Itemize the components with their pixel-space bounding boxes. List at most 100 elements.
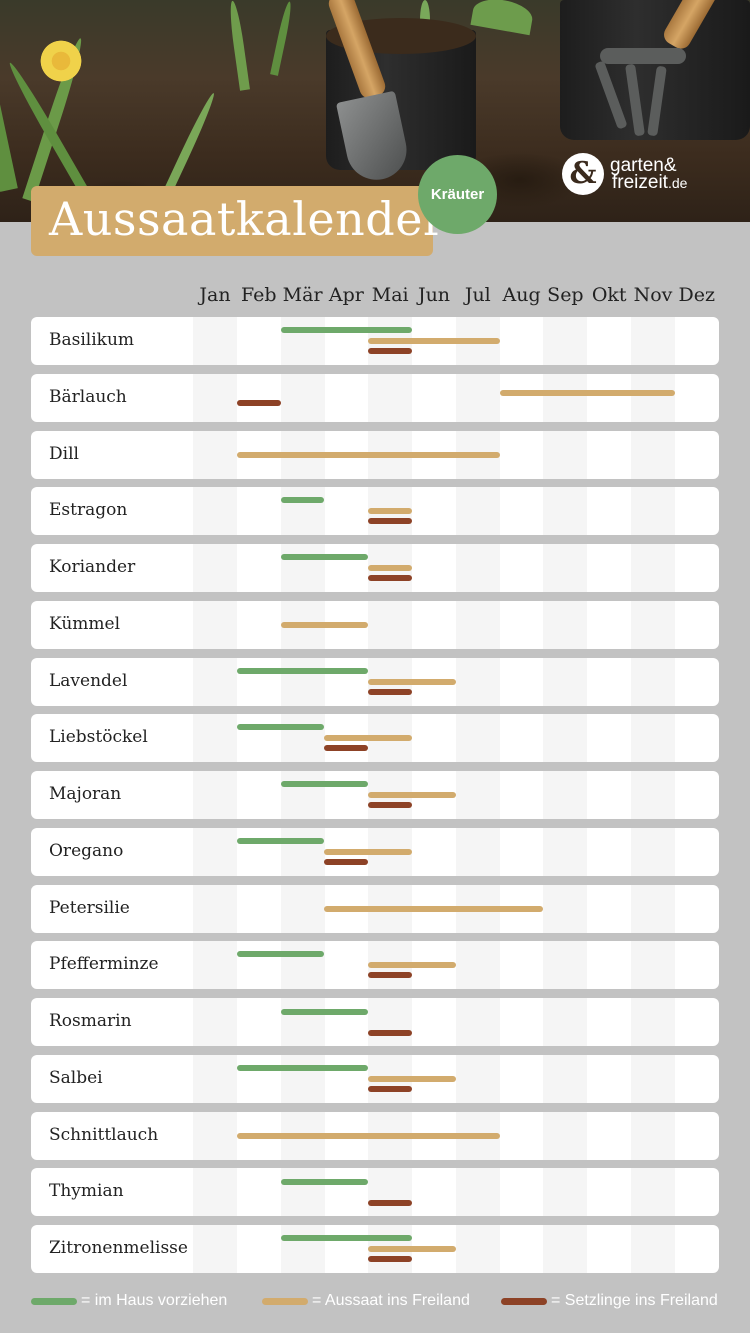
month-column bbox=[193, 657, 237, 706]
month-column bbox=[237, 941, 281, 989]
month-column bbox=[631, 430, 675, 479]
month-column bbox=[280, 657, 325, 706]
month-column bbox=[455, 544, 500, 592]
month-column bbox=[455, 600, 500, 649]
month-column bbox=[193, 487, 237, 536]
month-column bbox=[280, 487, 325, 536]
month-column bbox=[280, 714, 325, 763]
herb-name: Oregano bbox=[49, 840, 124, 861]
month-column bbox=[412, 714, 456, 762]
month-axis: Jan Feb Mär Apr Mai Jun Jul Aug Sep Okt Nov Dez bbox=[0, 284, 750, 308]
herb-name: Kümmel bbox=[49, 613, 121, 634]
month-column bbox=[324, 1225, 368, 1273]
month-column bbox=[587, 998, 631, 1046]
month-column bbox=[675, 544, 719, 592]
month-column bbox=[500, 487, 544, 535]
month-column bbox=[631, 317, 675, 365]
category-badge: Kräuter bbox=[418, 155, 497, 234]
month-column bbox=[280, 317, 325, 365]
bar-outdoor-sowing bbox=[324, 905, 544, 912]
month-column bbox=[193, 827, 237, 876]
month-column bbox=[193, 1054, 237, 1103]
herb-row: Schnittlauch bbox=[31, 1111, 719, 1160]
herb-name: Schnittlauch bbox=[49, 1124, 159, 1145]
month-column bbox=[280, 941, 325, 990]
month-column bbox=[543, 1225, 588, 1273]
month-column bbox=[193, 317, 237, 365]
month-column bbox=[631, 827, 675, 876]
month-column bbox=[500, 317, 544, 365]
month-column bbox=[587, 544, 631, 592]
bar-outdoor-sowing bbox=[368, 962, 456, 969]
bar-indoor bbox=[280, 327, 412, 333]
month-column bbox=[631, 1168, 675, 1217]
month-column bbox=[631, 714, 675, 763]
month-column bbox=[455, 1054, 500, 1103]
month-column bbox=[675, 374, 719, 422]
legend-label: = im Haus vorziehen bbox=[81, 1292, 228, 1309]
month-column bbox=[675, 431, 719, 479]
herb-row: Rosmarin bbox=[31, 998, 719, 1046]
bar-indoor bbox=[280, 1009, 369, 1015]
month-column bbox=[500, 1225, 544, 1273]
logo-line-1: garten& bbox=[610, 154, 677, 176]
month-label: Mai bbox=[371, 284, 409, 306]
month-column bbox=[543, 544, 588, 592]
month-column bbox=[587, 1112, 631, 1160]
header-photo: & garten& freizeit.de bbox=[0, 0, 750, 222]
month-column bbox=[193, 1111, 237, 1160]
month-column bbox=[543, 1168, 588, 1217]
bar-outdoor-sowing bbox=[368, 338, 500, 344]
month-column bbox=[324, 317, 368, 365]
bar-indoor bbox=[280, 781, 369, 787]
bar-seedlings bbox=[368, 348, 412, 354]
herb-name: Koriander bbox=[49, 557, 136, 577]
bar-outdoor-sowing bbox=[280, 621, 369, 628]
month-column bbox=[193, 771, 237, 819]
herb-name: Zitronenmelisse bbox=[49, 1238, 188, 1258]
month-column bbox=[193, 998, 237, 1046]
month-label: Jun bbox=[417, 284, 451, 306]
month-column bbox=[368, 998, 413, 1046]
month-column bbox=[675, 998, 719, 1046]
month-column bbox=[543, 373, 588, 422]
month-column bbox=[455, 1225, 500, 1273]
month-column bbox=[543, 317, 588, 365]
month-column bbox=[280, 771, 325, 819]
month-column bbox=[587, 374, 631, 422]
page-title: Aussaatkalender bbox=[49, 192, 446, 246]
month-column bbox=[587, 885, 631, 933]
month-column bbox=[631, 998, 675, 1046]
logo-line-2: freizeit bbox=[612, 171, 668, 193]
month-column bbox=[193, 1168, 237, 1217]
month-column bbox=[543, 827, 588, 876]
herb-name: Petersilie bbox=[49, 897, 130, 918]
herb-name: Majoran bbox=[49, 784, 122, 804]
month-column bbox=[237, 317, 281, 365]
month-column bbox=[193, 884, 237, 933]
month-column bbox=[412, 544, 456, 592]
legend: = im Haus vorziehen = Aussaat ins Freilan… bbox=[0, 1292, 750, 1314]
bar-outdoor-sowing bbox=[324, 735, 412, 742]
flower-icon bbox=[38, 38, 84, 84]
month-column bbox=[587, 941, 631, 989]
month-column bbox=[675, 658, 719, 706]
month-label: Aug bbox=[502, 284, 541, 306]
month-column bbox=[587, 658, 631, 706]
bar-outdoor-sowing bbox=[236, 451, 500, 458]
month-column bbox=[412, 1168, 456, 1216]
herb-name: Bärlauch bbox=[49, 386, 127, 407]
month-column bbox=[543, 941, 588, 990]
month-column bbox=[543, 884, 588, 933]
herb-row: Bärlauch bbox=[31, 373, 719, 422]
month-column bbox=[237, 714, 281, 762]
month-column bbox=[587, 1168, 631, 1216]
bar-seedlings bbox=[324, 858, 369, 865]
month-column bbox=[500, 1168, 544, 1216]
month-label: Jan bbox=[199, 284, 231, 306]
month-column bbox=[324, 374, 368, 422]
month-column bbox=[587, 431, 631, 479]
month-column bbox=[193, 430, 237, 479]
bar-outdoor-sowing bbox=[368, 792, 456, 798]
herb-name: Pfefferminze bbox=[49, 954, 159, 975]
